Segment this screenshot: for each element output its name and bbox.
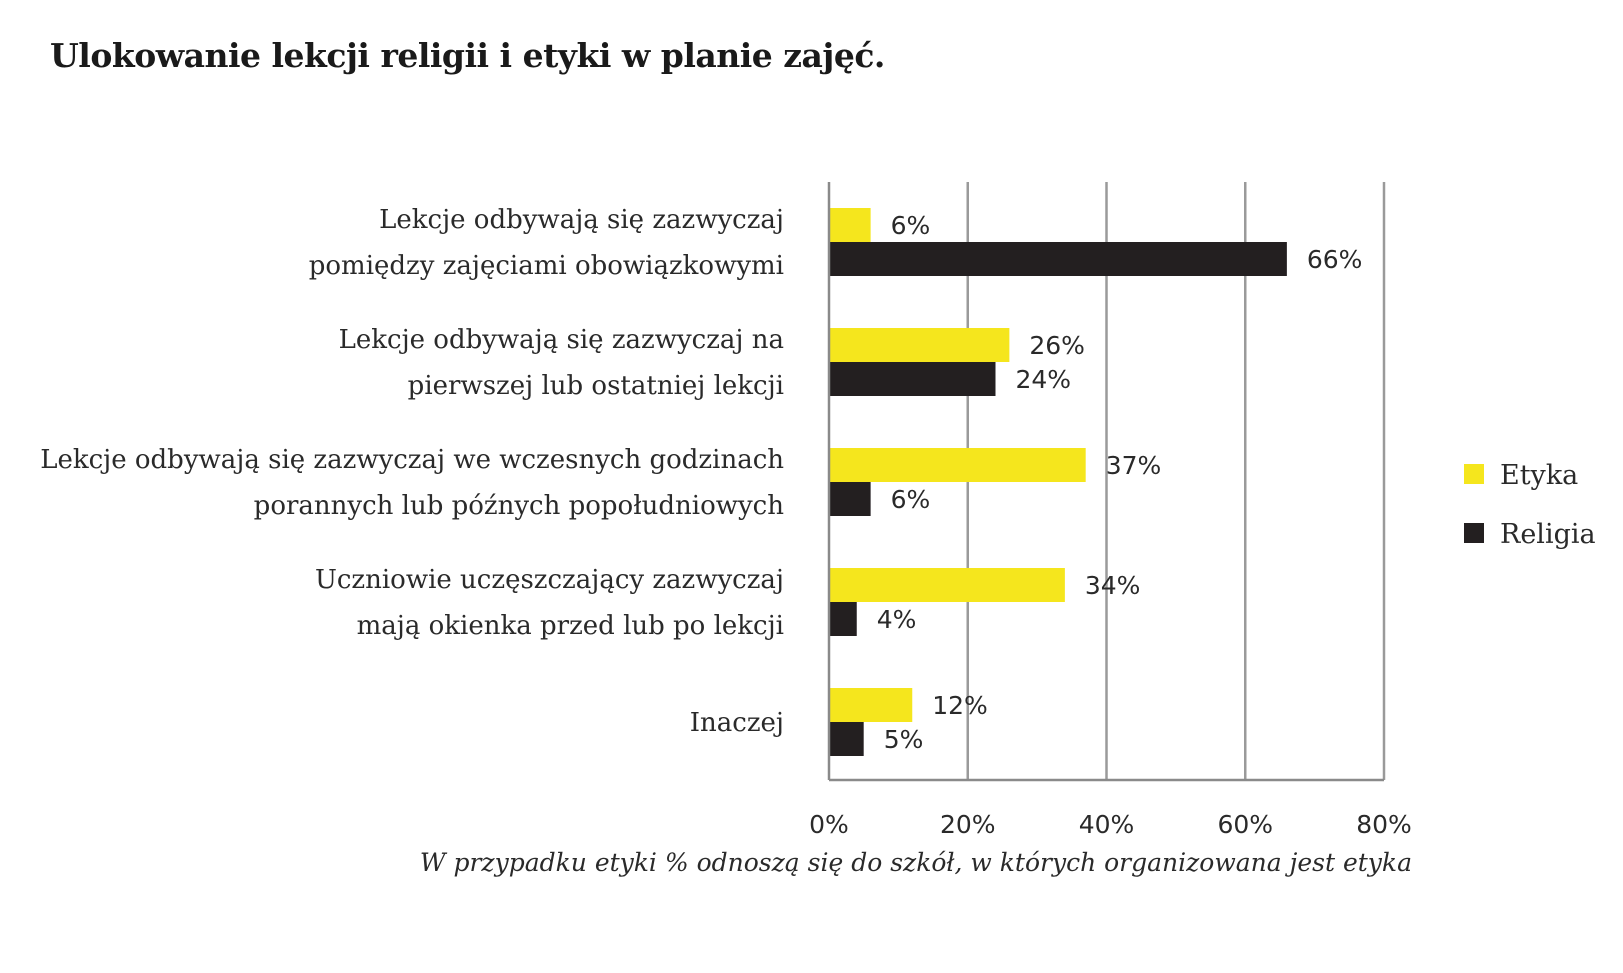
bar-etyka (829, 328, 1010, 362)
bar-etyka (829, 688, 913, 722)
x-tick-label: 0% (809, 810, 849, 839)
category-label: mają okienka przed lub po lekcji (357, 611, 784, 641)
bar-religia (829, 482, 871, 516)
x-tick-label: 80% (1356, 810, 1412, 839)
legend-label: Religia (1500, 519, 1596, 550)
bar-religia (829, 602, 857, 636)
x-tick-label: 60% (1217, 810, 1273, 839)
chart-title: Ulokowanie lekcji religii i etyki w plan… (50, 36, 885, 75)
bar-religia (829, 242, 1287, 276)
data-label: 26% (1029, 331, 1085, 360)
data-label: 66% (1307, 245, 1363, 274)
data-label: 6% (891, 485, 931, 514)
category-label: Uczniowie uczęszczający zazwyczaj (315, 565, 784, 595)
legend-label: Etyka (1500, 460, 1578, 491)
data-label: 4% (877, 605, 917, 634)
bar-etyka (829, 568, 1065, 602)
category-label: pierwszej lub ostatniej lekcji (408, 371, 784, 401)
x-tick-label: 40% (1079, 810, 1135, 839)
legend-swatch-religia (1464, 523, 1484, 543)
bar-religia (829, 362, 996, 396)
chart-footnote: W przypadku etyki % odnoszą się do szkół… (419, 848, 1412, 877)
category-label: Lekcje odbywają się zazwyczaj na (339, 325, 784, 355)
bar-etyka (829, 448, 1086, 482)
x-tick-label: 20% (940, 810, 996, 839)
category-label: pomiędzy zajęciami obowiązkowymi (309, 251, 784, 281)
data-label: 34% (1085, 571, 1141, 600)
data-label: 24% (1016, 365, 1072, 394)
bar-etyka (829, 208, 871, 242)
category-label: Lekcje odbywają się zazwyczaj we wczesny… (40, 445, 784, 475)
data-label: 6% (891, 211, 931, 240)
category-label: Inaczej (690, 708, 784, 738)
category-label: porannych lub późnych popołudniowych (254, 491, 785, 521)
legend-swatch-etyka (1464, 464, 1484, 484)
category-label: Lekcje odbywają się zazwyczaj (379, 205, 784, 235)
data-label: 5% (884, 725, 924, 754)
data-label: 37% (1106, 451, 1162, 480)
bar-religia (829, 722, 864, 756)
data-label: 12% (932, 691, 988, 720)
